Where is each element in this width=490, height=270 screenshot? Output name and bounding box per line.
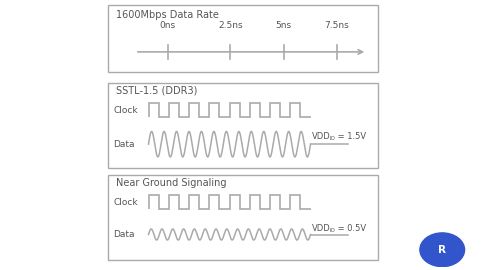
Text: 2.5ns: 2.5ns [218,21,243,31]
Text: VDD: VDD [312,132,331,141]
Text: 5ns: 5ns [275,21,292,31]
Text: Data: Data [113,230,135,239]
Text: SSTL-1.5 (DDR3): SSTL-1.5 (DDR3) [116,86,197,96]
Text: 7.5ns: 7.5ns [325,21,349,31]
Text: = 1.5V: = 1.5V [335,132,366,141]
Text: IO: IO [329,136,335,141]
Circle shape [420,233,465,266]
Text: = 0.5V: = 0.5V [335,224,366,233]
Text: Data: Data [113,140,135,149]
Text: 1600Mbps Data Rate: 1600Mbps Data Rate [116,10,219,20]
Text: Near Ground Signaling: Near Ground Signaling [116,178,226,188]
Text: Clock: Clock [113,106,138,115]
Text: 0ns: 0ns [159,21,175,31]
Text: VDD: VDD [312,224,331,233]
Text: R: R [438,245,446,255]
Text: Clock: Clock [113,198,138,207]
Text: IO: IO [329,228,335,233]
